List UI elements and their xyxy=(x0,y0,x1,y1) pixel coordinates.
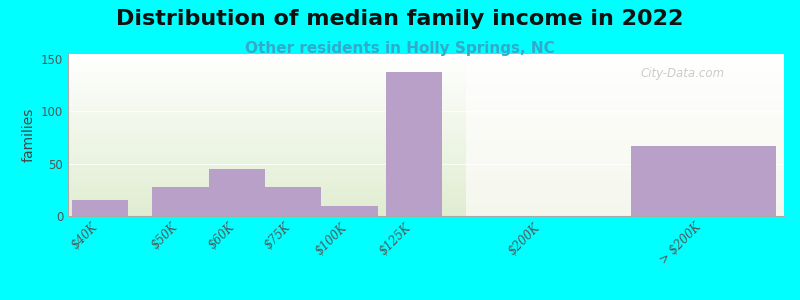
Text: Other residents in Holly Springs, NC: Other residents in Holly Springs, NC xyxy=(245,40,555,56)
Y-axis label: families: families xyxy=(22,108,35,162)
Bar xyxy=(209,169,265,216)
Text: City-Data.com: City-Data.com xyxy=(641,67,725,80)
Bar xyxy=(322,206,378,216)
Bar xyxy=(72,200,128,216)
Bar xyxy=(386,72,442,216)
Text: Distribution of median family income in 2022: Distribution of median family income in … xyxy=(116,9,684,29)
Bar xyxy=(153,187,209,216)
Bar xyxy=(631,146,776,216)
Bar xyxy=(265,187,322,216)
